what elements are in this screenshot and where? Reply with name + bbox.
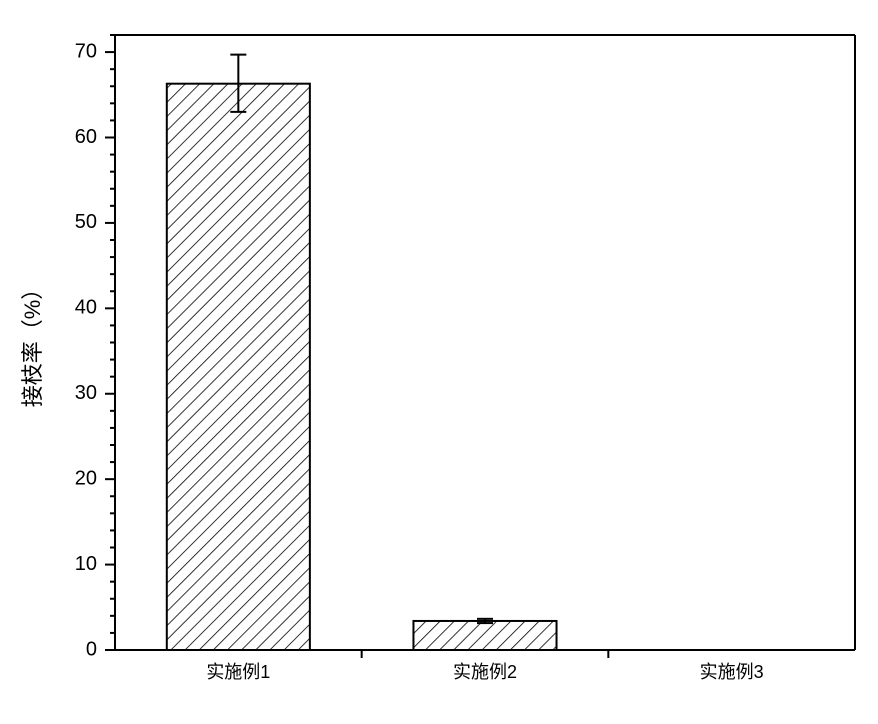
y-tick-label: 70	[75, 40, 97, 62]
y-tick-label: 50	[75, 211, 97, 233]
y-axis-title: 接枝率（%）	[20, 278, 45, 408]
y-tick-label: 20	[75, 467, 97, 489]
y-tick-label: 30	[75, 382, 97, 404]
y-tick-label: 40	[75, 297, 97, 319]
y-tick-label: 0	[86, 638, 97, 660]
chart-svg: 0 10 20 30 40 50 60 70 接枝率（%） 实施例1 实施例2 实施例3	[0, 0, 878, 724]
bar	[167, 84, 310, 650]
x-tick-label: 实施例1	[206, 662, 270, 682]
y-tick-label: 60	[75, 126, 97, 148]
bar-chart: 0 10 20 30 40 50 60 70 接枝率（%） 实施例1 实施例2 实施例3	[0, 0, 878, 724]
x-tick-label: 实施例3	[700, 662, 764, 682]
x-tick-label: 实施例2	[453, 662, 517, 682]
y-tick-label: 10	[75, 553, 97, 575]
bar	[413, 621, 556, 650]
